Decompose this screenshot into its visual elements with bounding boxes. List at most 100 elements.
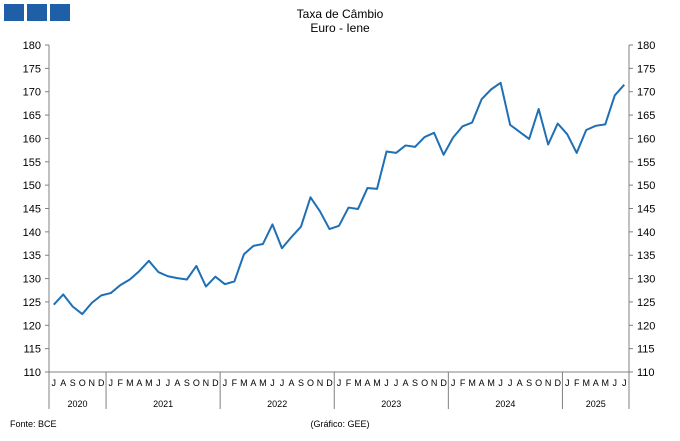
x-month-label: J	[156, 378, 161, 388]
x-month-label: J	[394, 378, 399, 388]
data-point	[91, 302, 93, 304]
x-month-label: M	[373, 378, 381, 388]
x-month-label: O	[421, 378, 428, 388]
data-point	[224, 283, 226, 285]
y-tick-label-right: 165	[637, 110, 655, 122]
data-point	[281, 247, 283, 249]
data-point	[518, 131, 520, 133]
x-month-label: M	[240, 378, 248, 388]
x-month-label: A	[479, 378, 485, 388]
x-year-label: 2024	[495, 399, 515, 409]
data-point	[100, 294, 102, 296]
x-month-label: J	[280, 378, 285, 388]
data-point	[138, 270, 140, 272]
x-year-label: 2023	[381, 399, 401, 409]
chart-title-line-1: Taxa de Câmbio	[296, 7, 384, 21]
data-point	[452, 136, 454, 138]
x-month-label: F	[346, 378, 352, 388]
y-tick-label-right: 115	[637, 344, 655, 356]
data-point	[433, 132, 435, 134]
series-line	[53, 81, 625, 316]
x-month-label: J	[498, 378, 503, 388]
data-point	[471, 121, 473, 123]
x-month-label: D	[554, 378, 561, 388]
x-month-label: A	[403, 378, 409, 388]
data-point	[72, 305, 74, 307]
x-month-label: D	[98, 378, 105, 388]
x-month-label: A	[517, 378, 523, 388]
data-point	[357, 208, 359, 210]
x-month-label: J	[508, 378, 513, 388]
data-point	[319, 210, 321, 212]
data-point	[595, 125, 597, 127]
x-month-label: N	[545, 378, 552, 388]
x-month-label: J	[223, 378, 228, 388]
x-month-label: O	[193, 378, 200, 388]
data-point	[233, 280, 235, 282]
x-month-label: F	[232, 378, 238, 388]
data-point	[338, 225, 340, 227]
y-tick-label-left: 175	[23, 63, 41, 75]
x-year-label: 2021	[153, 399, 173, 409]
chart-credit: (Gráfico: GEE)	[310, 419, 370, 429]
data-point	[537, 108, 539, 110]
data-point	[566, 133, 568, 135]
y-tick-label-left: 160	[23, 133, 41, 145]
x-month-label: J	[109, 378, 114, 388]
x-month-label: J	[451, 378, 456, 388]
y-tick-label-left: 130	[23, 274, 41, 286]
data-point	[614, 94, 616, 96]
data-point	[604, 123, 606, 125]
data-point	[461, 125, 463, 127]
x-month-label: A	[174, 378, 180, 388]
x-month-label: O	[535, 378, 542, 388]
x-month-label: D	[326, 378, 333, 388]
data-point	[205, 285, 207, 287]
data-point	[490, 88, 492, 90]
data-point	[62, 293, 64, 295]
x-month-label: M	[468, 378, 476, 388]
y-tick-label-right: 150	[637, 180, 655, 192]
logo-square	[27, 4, 47, 21]
y-tick-label-left: 155	[23, 157, 41, 169]
x-month-label: A	[288, 378, 294, 388]
chart-title-line-2: Euro - Iene	[310, 21, 370, 35]
y-tick-label-left: 120	[23, 320, 41, 332]
x-month-label: M	[487, 378, 495, 388]
y-tick-label-left: 165	[23, 110, 41, 122]
x-month-label: J	[337, 378, 342, 388]
data-point	[585, 129, 587, 131]
x-month-label: J	[565, 378, 570, 388]
x-month-label: J	[612, 378, 617, 388]
x-month-label: S	[184, 378, 190, 388]
x-month-label: D	[212, 378, 219, 388]
data-point	[290, 236, 292, 238]
x-month-label: M	[126, 378, 134, 388]
data-point	[385, 150, 387, 152]
y-tick-label-left: 110	[23, 367, 41, 379]
x-month-label: A	[593, 378, 599, 388]
x-month-label: A	[365, 378, 371, 388]
data-point	[309, 196, 311, 198]
x-month-label: J	[384, 378, 389, 388]
y-tick-label-right: 135	[637, 250, 655, 262]
data-point	[376, 188, 378, 190]
data-point	[576, 152, 578, 154]
logo-square	[4, 4, 24, 21]
x-month-label: J	[166, 378, 171, 388]
data-point	[119, 284, 121, 286]
x-month-label: A	[60, 378, 66, 388]
y-tick-label-left: 140	[23, 227, 41, 239]
y-tick-label-left: 180	[23, 40, 41, 52]
data-point	[243, 253, 245, 255]
x-month-label: N	[431, 378, 438, 388]
data-point	[300, 226, 302, 228]
y-tick-label-right: 140	[637, 227, 655, 239]
x-month-label: F	[574, 378, 580, 388]
data-point	[271, 223, 273, 225]
y-tick-label-right: 145	[637, 204, 655, 216]
y-tick-label-left: 125	[23, 297, 41, 309]
x-month-label: M	[354, 378, 362, 388]
y-tick-label-left: 135	[23, 250, 41, 262]
y-tick-label-right: 120	[637, 320, 655, 332]
